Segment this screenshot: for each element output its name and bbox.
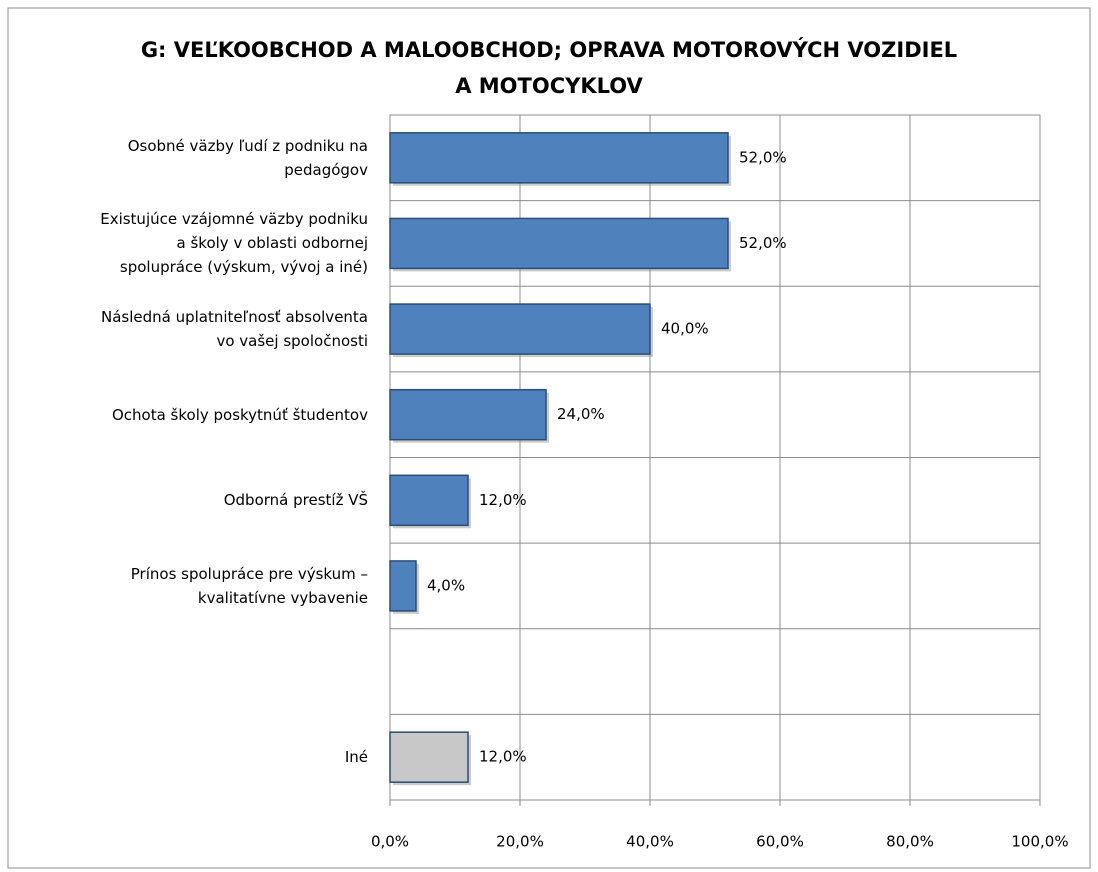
category-label: Následná uplatniteľnosť absolventa vo va… <box>101 308 368 351</box>
bar <box>389 132 729 184</box>
bar <box>389 303 651 355</box>
value-label: 4,0% <box>427 576 465 594</box>
bar <box>389 474 469 527</box>
x-tick-label: 100,0% <box>1011 833 1068 851</box>
value-label: 24,0% <box>557 405 605 423</box>
category-label: Osobné väzby ľudí z podniku na pedagógov <box>127 136 368 179</box>
chart-title: G: VEĽKOOBCHOD A MALOOBCHOD; OPRAVA MOTO… <box>140 38 958 98</box>
bar <box>389 731 469 783</box>
category-label: Prínos spolupráce pre výskum – kvalitatí… <box>130 564 368 607</box>
x-tick-label: 20,0% <box>496 833 544 851</box>
value-label: 12,0% <box>479 748 527 766</box>
bar <box>389 560 417 612</box>
x-tick-label: 80,0% <box>886 833 934 851</box>
value-label: 40,0% <box>661 320 709 338</box>
value-label: 52,0% <box>739 148 787 166</box>
category-label: Ochota školy poskytnúť študentov <box>111 405 368 424</box>
x-tick-label: 60,0% <box>756 833 804 851</box>
bar <box>389 388 547 441</box>
category-label: Iné <box>344 748 368 767</box>
x-tick-label: 40,0% <box>626 833 674 851</box>
category-label: Odborná prestíž VŠ <box>223 491 368 510</box>
value-label: 12,0% <box>479 491 527 509</box>
value-label: 52,0% <box>739 234 787 252</box>
category-label: Existujúce vzájomné väzby podniku a škol… <box>100 210 368 277</box>
bar <box>389 217 729 270</box>
x-tick-label: 0,0% <box>371 833 409 851</box>
